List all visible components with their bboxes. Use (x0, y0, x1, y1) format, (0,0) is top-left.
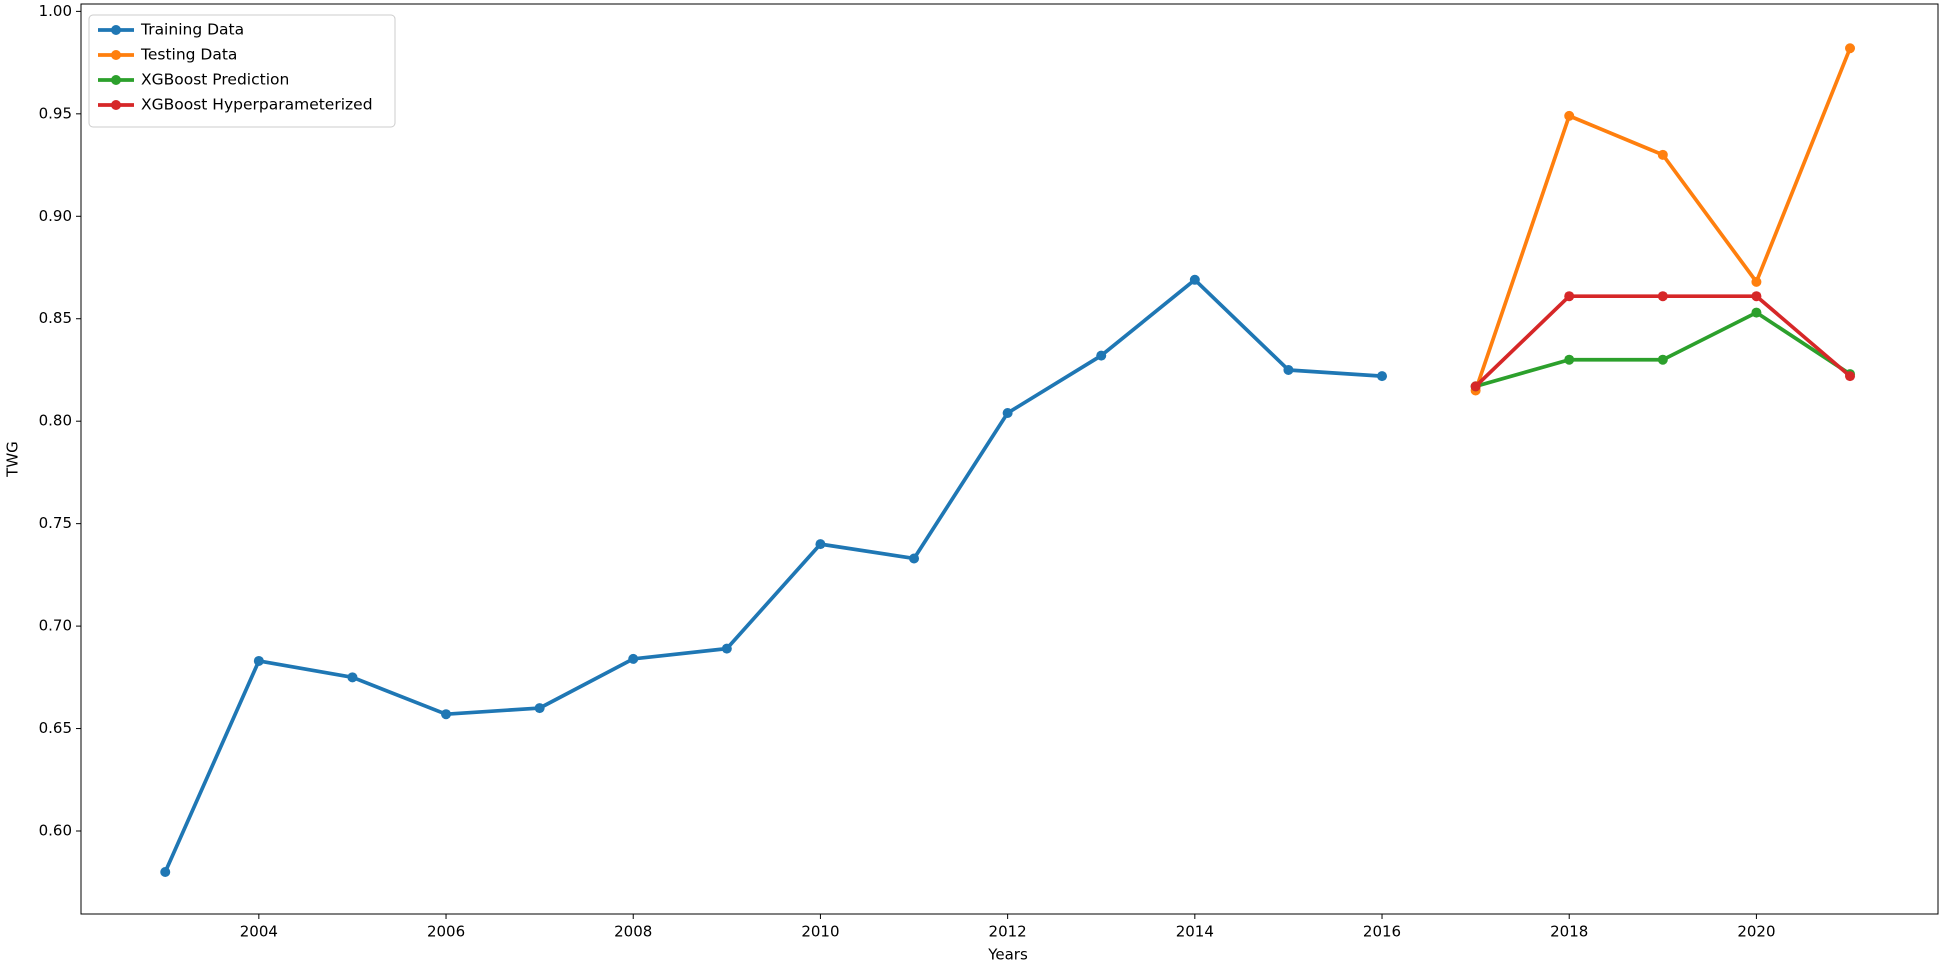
x-tick-label: 2018 (1550, 923, 1588, 941)
data-point (1189, 274, 1200, 285)
y-tick-label: 0.95 (39, 104, 72, 122)
data-point (160, 866, 171, 877)
data-point (347, 672, 358, 683)
data-point (1283, 364, 1294, 375)
x-tick-label: 2008 (614, 923, 652, 941)
legend-marker (111, 25, 121, 35)
legend-marker (111, 100, 121, 110)
legend-label: XGBoost Prediction (141, 71, 289, 89)
data-point (1657, 291, 1668, 302)
x-tick-label: 2010 (801, 923, 839, 941)
data-point (628, 653, 639, 664)
data-point (1470, 381, 1481, 392)
data-point (1096, 350, 1107, 361)
y-tick-label: 0.85 (39, 309, 72, 327)
y-tick-label: 0.75 (39, 514, 72, 532)
legend-marker (111, 75, 121, 85)
y-tick-label: 0.65 (39, 719, 72, 737)
series-line (1475, 310, 1852, 389)
legend-label: Training Data (140, 21, 244, 39)
data-point (1751, 307, 1762, 318)
x-tick-label: 2020 (1737, 923, 1775, 941)
data-point (441, 709, 452, 720)
data-point (1657, 354, 1668, 365)
x-axis-label: Years (987, 946, 1028, 964)
y-tick-label: 1.00 (39, 2, 72, 20)
data-point (253, 655, 264, 666)
data-point (1002, 407, 1013, 418)
y-tick-label: 0.60 (39, 822, 72, 840)
legend-label: Testing Data (140, 46, 237, 64)
x-tick-label: 2016 (1363, 923, 1401, 941)
data-point (1845, 371, 1856, 382)
x-tick-label: 2006 (427, 923, 465, 941)
legend-marker (111, 50, 121, 60)
data-point (1751, 291, 1762, 302)
y-tick-label: 0.90 (39, 207, 72, 225)
legend: Training Data Testing Data XGBoost Predict… (88, 14, 396, 128)
data-point (909, 553, 920, 564)
data-point (1845, 43, 1856, 54)
x-tick-label: 2014 (1176, 923, 1214, 941)
x-tick-label: 2012 (989, 923, 1027, 941)
data-point (1564, 354, 1575, 365)
data-point (1377, 371, 1388, 382)
data-point (815, 539, 826, 550)
x-tick-label: 2004 (240, 923, 278, 941)
series-line (163, 277, 1383, 873)
legend-box (88, 14, 396, 128)
legend-label: XGBoost Hyperparameterized (141, 96, 373, 114)
y-tick-label: 0.70 (39, 617, 72, 635)
data-point (1564, 291, 1575, 302)
data-point (1657, 149, 1668, 160)
data-point (721, 643, 732, 654)
y-tick-label: 0.80 (39, 412, 72, 430)
data-point (1564, 110, 1575, 121)
series-line (1474, 294, 1852, 388)
data-point (1751, 276, 1762, 287)
data-point (534, 703, 545, 714)
y-axis-label: TWG (4, 441, 22, 478)
plot-frame (80, 3, 1939, 915)
